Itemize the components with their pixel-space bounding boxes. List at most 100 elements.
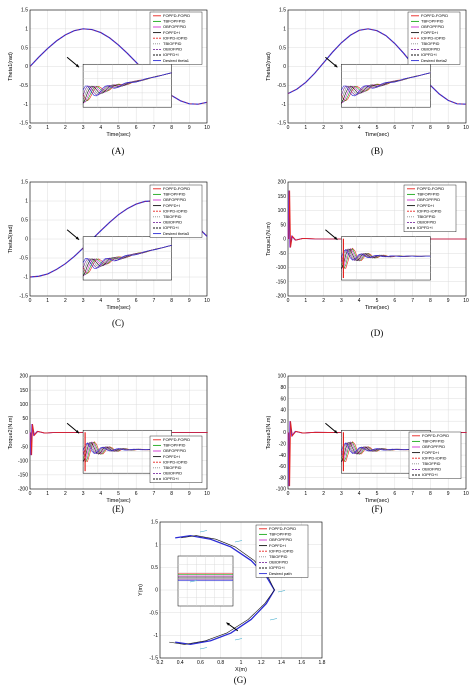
direction-arrow — [189, 580, 198, 583]
x-tick-label: 1 — [46, 298, 49, 304]
x-tick-label: 1 — [46, 491, 49, 497]
legend-label: OBIOFPID — [422, 467, 441, 472]
direction-arrow — [277, 590, 286, 593]
x-tick-label: 3 — [82, 298, 85, 304]
legend-label: FOPFD-FOPID — [421, 13, 448, 18]
panel-b: 0 1 2 3 4 5 6 7 8 9 10 -1.5 -1 -0.5 0 0.5 1 1.5 Time(sec) T… — [266, 8, 469, 156]
x-tick-label: 5 — [117, 125, 120, 131]
y-tick-label: 100 — [278, 208, 287, 214]
x-tick-label: 2 — [322, 491, 325, 497]
legend: FOPFD-FOPIDTBFOPFPIDOBFOPFPIDFOPFD+IIOFP… — [403, 184, 457, 232]
x-axis-label: X(m) — [235, 667, 247, 673]
x-tick-label: 6 — [135, 298, 138, 304]
legend-label: FOPFD+I — [163, 30, 180, 35]
panel-caption: (G) — [234, 675, 247, 685]
legend-label: OBIOFPID — [421, 47, 440, 52]
x-tick-label: 6 — [393, 491, 396, 497]
y-tick-label: -100 — [276, 487, 286, 493]
y-axis-label: Y(m) — [138, 584, 144, 596]
y-tick-label: 0 — [283, 237, 286, 243]
x-tick-label: 2 — [322, 298, 325, 304]
legend-label: IOPFD+I — [163, 225, 179, 230]
panel-caption: (F) — [372, 504, 383, 514]
x-tick-label: 9 — [447, 491, 450, 497]
y-tick-label: 0 — [155, 588, 158, 594]
legend-label: IOFPD-IOPID — [163, 35, 188, 40]
x-tick-label: 5 — [117, 491, 120, 497]
y-tick-label: -40 — [279, 453, 286, 459]
x-tick-label: 3 — [340, 298, 343, 304]
y-tick-label: -1.5 — [149, 656, 158, 662]
y-axis-label: Theta3(rad) — [8, 224, 14, 253]
legend-label: OBIOFPID — [417, 220, 436, 225]
legend-box — [149, 184, 203, 238]
legend: FOPFD-FOPIDTBFOPFPIDOBFOPFPIDFOPFD+IIOFP… — [149, 11, 203, 65]
x-tick-label: 1.4 — [278, 660, 285, 666]
y-tick-label: -50 — [279, 251, 286, 257]
inset-series-line — [341, 249, 431, 261]
x-tick-label: 0 — [287, 491, 290, 497]
legend-label: IOFPD-IOPID — [422, 455, 447, 460]
legend-label: TBIOFPID — [422, 461, 441, 466]
x-tick-label: 0.2 — [157, 660, 164, 666]
x-tick-label: 7 — [411, 125, 414, 131]
x-tick-label: 0 — [29, 491, 32, 497]
x-tick-label: 0.6 — [197, 660, 204, 666]
y-tick-label: 0 — [283, 64, 286, 70]
x-tick-label: 8 — [170, 298, 173, 304]
inset-zoom — [177, 555, 234, 607]
direction-arrow — [269, 618, 278, 621]
axes-box — [159, 521, 323, 659]
x-tick-label: 2 — [64, 491, 67, 497]
legend-label: OBIOFPID — [163, 47, 182, 52]
inset-zoom — [341, 63, 431, 108]
legend-label: FOPFD-FOPID — [269, 526, 296, 531]
panel-caption: (D) — [371, 328, 384, 338]
x-tick-label: 6 — [135, 491, 138, 497]
x-axis-label: Time(sec) — [106, 132, 130, 138]
y-tick-label: 0 — [283, 430, 286, 436]
x-tick-label: 10 — [463, 491, 469, 497]
legend-label: OBIOFPID — [269, 560, 288, 565]
y-tick-label: 1 — [155, 542, 158, 548]
x-tick-label: 2 — [64, 125, 67, 131]
legend-box — [407, 11, 461, 65]
x-tick-label: 3 — [82, 491, 85, 497]
x-tick-label: 8 — [429, 491, 432, 497]
x-tick-label: 7 — [153, 298, 156, 304]
zoom-arrow-head — [75, 430, 80, 434]
legend-label: TBFOPFPID — [422, 439, 445, 444]
x-axis-label: Time(sec) — [365, 132, 389, 138]
x-tick-label: 8 — [429, 125, 432, 131]
legend-label: FOPFD-FOPID — [417, 186, 444, 191]
x-tick-label: 7 — [411, 298, 414, 304]
zoom-arrow-head — [334, 64, 338, 68]
legend-label: OBFOPFPID — [417, 197, 440, 202]
inset-series-line — [341, 72, 431, 97]
y-tick-label: 50 — [22, 416, 28, 422]
y-tick-label: 0 — [25, 237, 28, 243]
x-tick-label: 6 — [393, 298, 396, 304]
x-tick-label: 10 — [204, 491, 210, 497]
legend-label: FOPFD+I — [417, 203, 434, 208]
legend-label: Desired theta1 — [163, 58, 190, 63]
y-tick-label: 0.5 — [21, 45, 28, 51]
legend-label: FOPFD-FOPID — [163, 13, 190, 18]
x-tick-label: 4 — [99, 125, 102, 131]
y-tick-label: 1.5 — [21, 180, 28, 186]
legend-box — [403, 184, 457, 232]
x-tick-label: 5 — [376, 491, 379, 497]
axes-box — [287, 9, 467, 124]
legend-label: FOPFD+I — [163, 203, 180, 208]
x-tick-label: 9 — [447, 298, 450, 304]
legend-label: IOPFD+I — [269, 565, 285, 570]
x-tick-label: 2 — [64, 298, 67, 304]
x-tick-label: 1 — [304, 298, 307, 304]
x-tick-label: 7 — [411, 491, 414, 497]
legend: FOPFD-FOPIDTBFOPFPIDOBFOPFPIDFOPFD+IIOFP… — [407, 11, 461, 65]
legend-box — [255, 524, 309, 578]
x-axis-label: Time(sec) — [106, 305, 130, 311]
legend-label: TBFOPFPID — [163, 19, 186, 24]
x-tick-label: 8 — [170, 491, 173, 497]
y-tick-label: -80 — [279, 475, 286, 481]
